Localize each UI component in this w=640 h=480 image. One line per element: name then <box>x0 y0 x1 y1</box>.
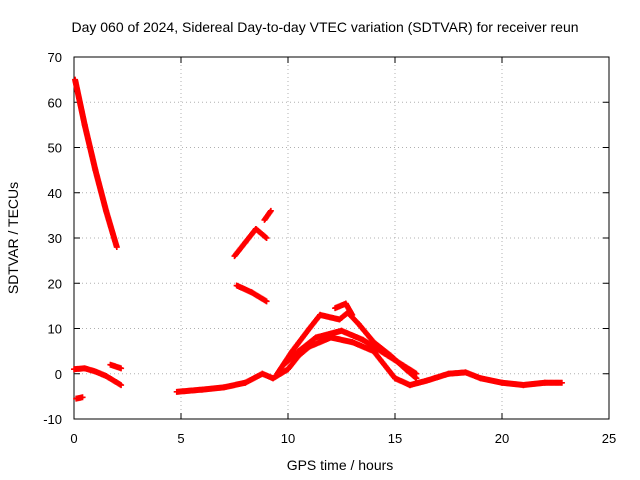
data-points <box>71 76 565 402</box>
series-sat-f <box>274 309 420 382</box>
y-tick-label: 10 <box>48 322 62 337</box>
series-sat-d <box>107 361 125 372</box>
axis-ticks: 0 5 10 15 20 25 -10 0 10 20 30 40 50 60 70 <box>43 50 616 446</box>
series-sat-k <box>332 300 356 318</box>
y-axis-label: SDTVAR / TECUs <box>5 182 21 294</box>
y-tick-label: -10 <box>43 412 62 427</box>
data-point <box>113 244 120 251</box>
y-tick-label: 70 <box>48 50 62 65</box>
series-sat-b <box>71 365 125 389</box>
series-sat-g <box>280 327 420 377</box>
data-point <box>558 379 565 386</box>
x-tick-label: 20 <box>495 431 509 446</box>
data-point <box>413 370 420 377</box>
series-sat-e <box>173 334 565 395</box>
series-sat-j <box>233 282 270 305</box>
data-point <box>263 298 270 305</box>
grid <box>74 57 609 419</box>
data-point <box>267 207 274 214</box>
data-point <box>263 235 270 241</box>
data-point <box>79 394 86 401</box>
y-tick-label: 40 <box>48 186 62 201</box>
x-tick-label: 5 <box>177 431 184 446</box>
x-tick-label: 15 <box>388 431 402 446</box>
x-tick-label: 0 <box>70 431 77 446</box>
y-tick-label: 0 <box>55 367 62 382</box>
chart-title: Day 060 of 2024, Sidereal Day-to-day VTE… <box>71 19 578 35</box>
data-point <box>118 382 125 389</box>
y-tick-label: 30 <box>48 231 62 246</box>
x-axis-label: GPS time / hours <box>287 457 394 473</box>
data-point <box>118 365 125 372</box>
series-sat-h <box>231 225 270 260</box>
series-sat-i <box>261 207 274 223</box>
x-tick-label: 10 <box>281 431 295 446</box>
series-sat-c <box>73 394 86 402</box>
series-sat-a <box>72 76 120 251</box>
y-tick-label: 20 <box>48 276 62 291</box>
y-tick-label: 60 <box>48 95 62 110</box>
x-tick-label: 25 <box>602 431 616 446</box>
y-tick-label: 50 <box>48 141 62 156</box>
data-point <box>349 311 356 318</box>
